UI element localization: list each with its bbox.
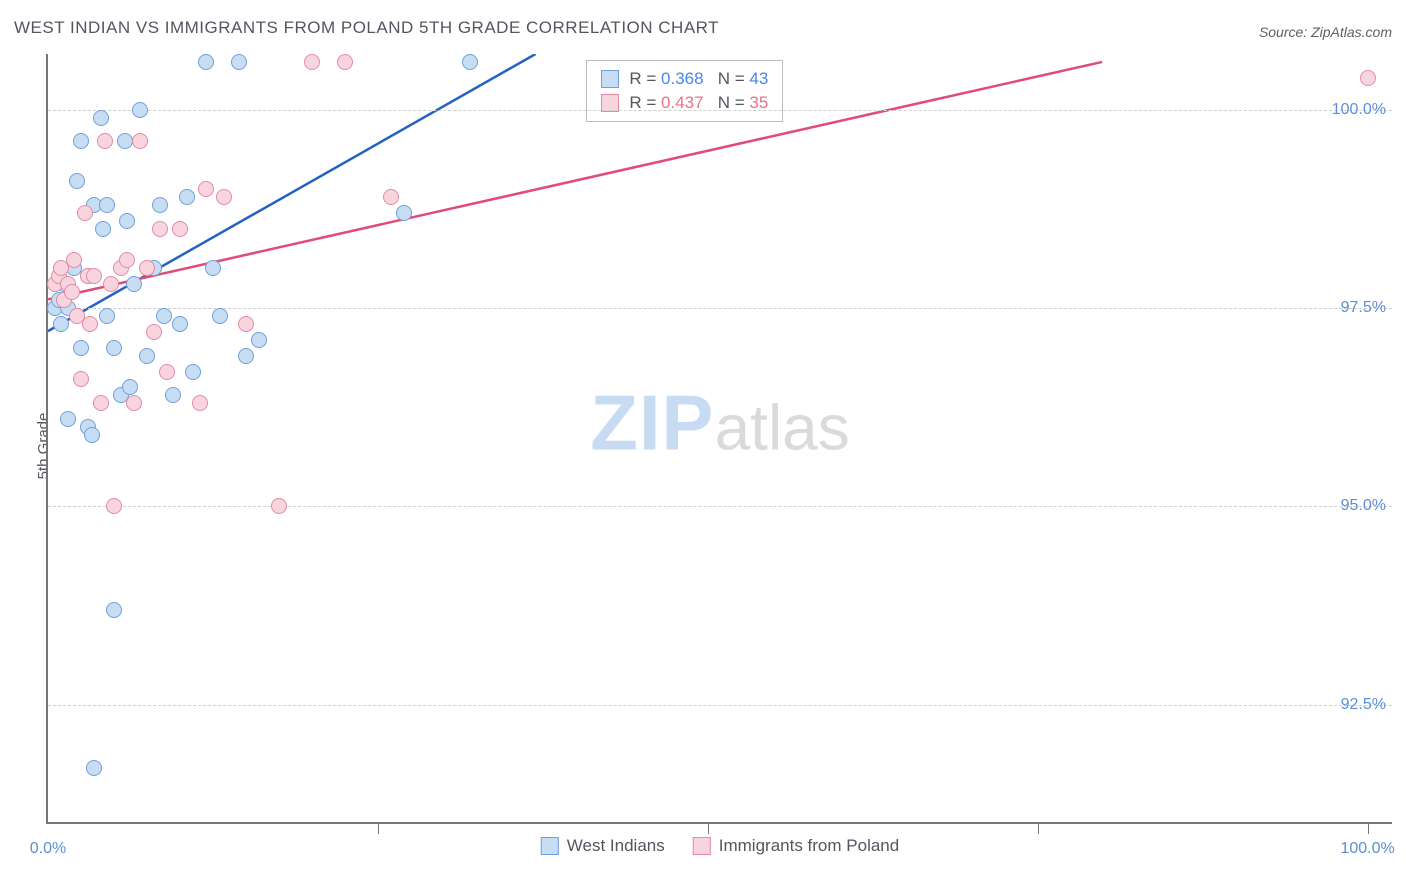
x-tick (1038, 822, 1039, 834)
data-point-series-0 (396, 205, 412, 221)
data-point-series-0 (198, 54, 214, 70)
series-swatch-1 (693, 837, 711, 855)
data-point-series-0 (99, 197, 115, 213)
data-point-series-1 (1360, 70, 1376, 86)
y-tick-label: 100.0% (1332, 101, 1386, 119)
data-point-series-0 (172, 316, 188, 332)
x-tick-label: 0.0% (30, 840, 66, 858)
data-point-series-0 (212, 308, 228, 324)
y-tick-label: 92.5% (1341, 696, 1386, 714)
data-point-series-0 (73, 340, 89, 356)
data-point-series-0 (119, 213, 135, 229)
data-point-series-0 (69, 173, 85, 189)
watermark: ZIPatlas (590, 377, 850, 468)
data-point-series-0 (231, 54, 247, 70)
data-point-series-1 (159, 364, 175, 380)
data-point-series-0 (462, 54, 478, 70)
data-point-series-1 (238, 316, 254, 332)
gridline (48, 705, 1392, 706)
data-point-series-0 (117, 133, 133, 149)
data-point-series-0 (106, 602, 122, 618)
data-point-series-0 (73, 133, 89, 149)
data-point-series-1 (103, 276, 119, 292)
data-point-series-1 (97, 133, 113, 149)
data-point-series-0 (156, 308, 172, 324)
data-point-series-1 (86, 268, 102, 284)
data-point-series-1 (64, 284, 80, 300)
gridline (48, 110, 1392, 111)
data-point-series-0 (185, 364, 201, 380)
source-attribution: Source: ZipAtlas.com (1259, 24, 1392, 40)
data-point-series-1 (73, 371, 89, 387)
data-point-series-1 (198, 181, 214, 197)
data-point-series-1 (383, 189, 399, 205)
data-point-series-1 (126, 395, 142, 411)
data-point-series-0 (132, 102, 148, 118)
legend-row-series-0: R = 0.368 N = 43 (601, 69, 768, 89)
x-tick (708, 822, 709, 834)
data-point-series-1 (304, 54, 320, 70)
y-tick-label: 97.5% (1341, 299, 1386, 317)
data-point-series-0 (53, 316, 69, 332)
data-point-series-1 (132, 133, 148, 149)
data-point-series-1 (337, 54, 353, 70)
data-point-series-0 (86, 760, 102, 776)
data-point-series-0 (93, 110, 109, 126)
data-point-series-0 (84, 427, 100, 443)
data-point-series-0 (126, 276, 142, 292)
trend-lines-layer (48, 54, 1392, 822)
data-point-series-1 (119, 252, 135, 268)
data-point-series-0 (152, 197, 168, 213)
correlation-legend: R = 0.368 N = 43 R = 0.437 N = 35 (586, 60, 783, 122)
gridline (48, 308, 1392, 309)
data-point-series-0 (179, 189, 195, 205)
y-tick-label: 95.0% (1341, 497, 1386, 515)
data-point-series-0 (165, 387, 181, 403)
series-swatch-0 (541, 837, 559, 855)
data-point-series-0 (99, 308, 115, 324)
data-point-series-0 (139, 348, 155, 364)
data-point-series-0 (95, 221, 111, 237)
data-point-series-0 (122, 379, 138, 395)
x-tick (378, 822, 379, 834)
data-point-series-1 (66, 252, 82, 268)
series-legend-item-0: West Indians (541, 836, 665, 856)
data-point-series-1 (82, 316, 98, 332)
data-point-series-1 (77, 205, 93, 221)
data-point-series-1 (192, 395, 208, 411)
data-point-series-1 (139, 260, 155, 276)
data-point-series-1 (106, 498, 122, 514)
gridline (48, 506, 1392, 507)
series-legend: West Indians Immigrants from Poland (541, 836, 899, 856)
plot-area: ZIPatlas R = 0.368 N = 43 R = 0.437 N = … (46, 54, 1392, 824)
data-point-series-1 (216, 189, 232, 205)
series-name-0: West Indians (567, 836, 665, 856)
series-legend-item-1: Immigrants from Poland (693, 836, 899, 856)
x-tick-label: 100.0% (1340, 840, 1394, 858)
data-point-series-0 (60, 411, 76, 427)
data-point-series-1 (271, 498, 287, 514)
data-point-series-0 (238, 348, 254, 364)
data-point-series-1 (152, 221, 168, 237)
x-tick (1368, 822, 1369, 834)
data-point-series-0 (205, 260, 221, 276)
legend-swatch-0 (601, 70, 619, 88)
data-point-series-1 (172, 221, 188, 237)
chart-title: WEST INDIAN VS IMMIGRANTS FROM POLAND 5T… (14, 18, 719, 38)
data-point-series-0 (251, 332, 267, 348)
data-point-series-1 (93, 395, 109, 411)
data-point-series-0 (106, 340, 122, 356)
data-point-series-1 (146, 324, 162, 340)
series-name-1: Immigrants from Poland (719, 836, 899, 856)
